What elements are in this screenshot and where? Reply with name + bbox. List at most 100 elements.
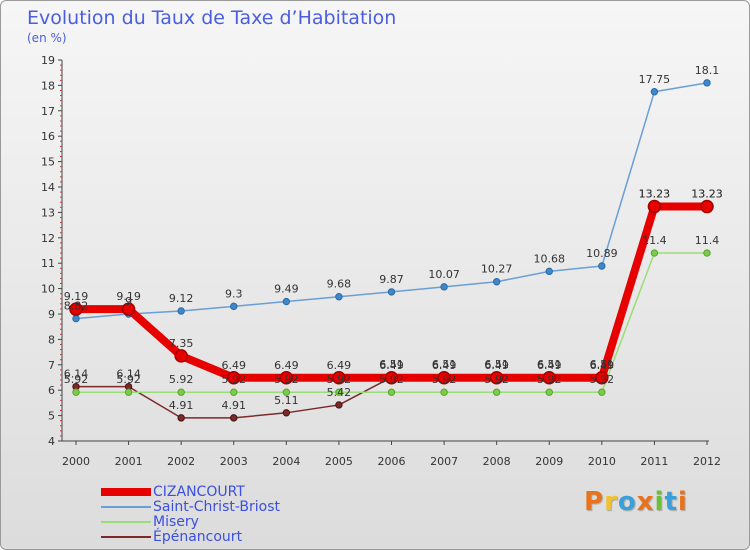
data-point (595, 371, 609, 385)
data-label: 6.51 (590, 358, 615, 371)
data-label: 11.4 (642, 234, 667, 247)
data-point (177, 414, 185, 422)
data-label: 6.14 (64, 368, 89, 381)
data-point (489, 371, 504, 385)
x-tick-label: 2010 (588, 455, 616, 468)
y-tick-label: 9 (48, 308, 55, 321)
data-label: 8.82 (64, 300, 89, 313)
data-label: 9 (125, 295, 132, 308)
y-tick-label: 13 (41, 206, 55, 219)
data-label: 17.75 (639, 73, 671, 86)
x-tick-label: 2006 (378, 455, 406, 468)
x-tick-label: 2003 (220, 455, 248, 468)
data-point (72, 388, 80, 396)
y-tick-label: 14 (41, 181, 55, 194)
data-label: 5.92 (222, 373, 247, 386)
data-point (282, 388, 291, 396)
data-point (335, 388, 343, 396)
data-label: 6.49 (484, 359, 509, 372)
y-tick-label: 5 (48, 410, 55, 423)
data-point (227, 371, 241, 385)
x-tick-label: 2007 (430, 455, 458, 468)
legend-label: Misery (153, 514, 199, 530)
data-point (279, 371, 294, 385)
y-tick-label: 6 (48, 384, 55, 397)
data-point (598, 388, 606, 396)
data-label: 9.12 (169, 292, 194, 305)
data-label: 6.51 (432, 358, 457, 371)
data-label: 6.49 (274, 359, 299, 372)
legend-swatch (101, 536, 151, 538)
x-tick-label: 2002 (167, 455, 195, 468)
data-point (650, 249, 659, 257)
data-point (69, 302, 83, 316)
data-point (332, 371, 346, 385)
data-label: 5.92 (274, 373, 299, 386)
y-tick-label: 10 (41, 283, 55, 296)
y-tick-label: 16 (41, 130, 55, 143)
x-tick-label: 2005 (325, 455, 353, 468)
data-label: 5.42 (327, 386, 352, 399)
x-tick-label: 2011 (640, 455, 668, 468)
data-point (703, 249, 711, 257)
y-tick-label: 4 (48, 435, 55, 448)
data-label: 13.23 (691, 188, 723, 201)
y-tick-label: 17 (41, 105, 55, 118)
data-label: 9.49 (274, 283, 299, 296)
data-point (387, 388, 396, 396)
legend-swatch (101, 488, 151, 496)
data-label: 18.1 (695, 64, 720, 77)
data-point (177, 307, 185, 315)
y-tick-label: 18 (41, 79, 55, 92)
data-label: 7.35 (169, 337, 194, 350)
chart-title: Evolution du Taux de Taxe d’Habitation (27, 7, 397, 29)
data-point (598, 262, 606, 270)
data-label: 5.92 (484, 373, 509, 386)
x-tick-label: 2012 (693, 455, 721, 468)
data-label: 13.23 (639, 188, 671, 201)
data-label: 5.92 (432, 373, 457, 386)
data-label: 10.27 (481, 263, 513, 276)
data-label: 5.92 (379, 373, 404, 386)
data-point (230, 388, 238, 396)
data-point (121, 302, 136, 316)
data-label: 6.49 (432, 359, 457, 372)
data-point (700, 199, 714, 214)
data-label: 6.49 (327, 359, 352, 372)
data-point (437, 371, 451, 385)
data-label: 6.14 (116, 368, 141, 381)
data-label: 9.87 (379, 273, 404, 286)
data-label: 6.49 (537, 359, 562, 372)
data-point (703, 79, 711, 87)
data-point (492, 278, 501, 286)
data-point (282, 297, 291, 306)
data-label: 9.19 (64, 290, 89, 303)
x-tick-label: 2004 (272, 455, 300, 468)
data-point (335, 401, 343, 409)
data-point (650, 88, 659, 96)
x-tick-label: 2000 (62, 455, 90, 468)
data-label: 5.92 (327, 373, 352, 386)
data-label: 6.49 (590, 359, 615, 372)
data-point (230, 414, 238, 422)
legend-label: CIZANCOURT (153, 484, 245, 500)
data-label: 6.51 (379, 358, 404, 371)
data-label: 9.19 (116, 290, 141, 303)
data-label: 4.91 (169, 399, 194, 412)
data-label: 4.91 (222, 399, 247, 412)
data-point (174, 349, 188, 363)
data-label: 10.89 (586, 247, 618, 260)
data-label: 5.92 (590, 373, 615, 386)
data-point (72, 314, 80, 323)
data-point (440, 388, 448, 396)
data-label: 6.49 (222, 359, 247, 372)
data-label: 11.4 (695, 234, 720, 247)
data-point (647, 199, 662, 214)
data-point (335, 293, 343, 301)
data-label: 5.92 (537, 373, 562, 386)
proxiti-logo: Proxiti (584, 487, 688, 517)
data-point (282, 409, 291, 417)
chart-unit: (en %) (27, 31, 67, 45)
legend-label: Épénancourt (153, 529, 243, 545)
